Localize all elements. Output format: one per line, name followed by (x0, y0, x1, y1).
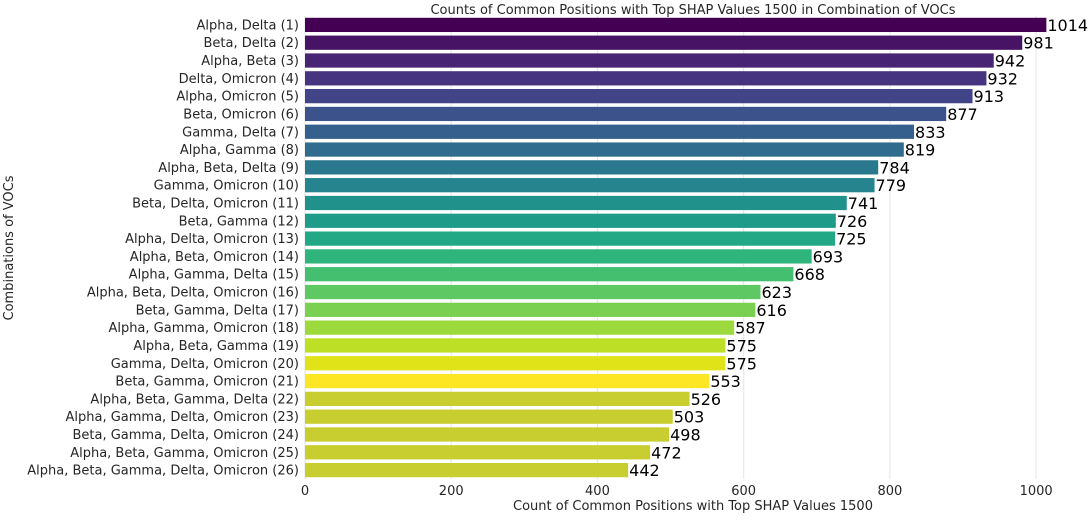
category-labels: Alpha, Delta (1) Beta, Delta (2) Alpha, Be… (27, 18, 299, 478)
bar (305, 356, 726, 371)
x-tick-label: 600 (731, 484, 756, 499)
bar (305, 213, 836, 228)
bar (305, 53, 994, 68)
bar (305, 71, 987, 86)
data-label: 726 (837, 212, 868, 231)
bar (305, 373, 710, 389)
x-tick-label: 1000 (1020, 484, 1053, 499)
category-label: Gamma, Delta (7) (182, 125, 299, 140)
category-label: Gamma, Omicron (10) (154, 179, 299, 194)
data-label: 942 (995, 52, 1026, 71)
data-label: 833 (915, 123, 946, 142)
data-label: 472 (651, 443, 682, 462)
bar (305, 17, 1047, 33)
bar (305, 106, 947, 122)
bar (305, 267, 794, 282)
data-label: 913 (974, 87, 1005, 106)
category-label: Beta, Gamma, Delta, Omicron (24) (72, 428, 299, 443)
data-label: 725 (836, 230, 867, 249)
data-label: 819 (905, 141, 936, 160)
data-label: 932 (987, 69, 1018, 88)
category-label: Alpha, Beta, Gamma, Delta, Omicron (26) (27, 464, 299, 479)
data-label: 498 (670, 425, 701, 444)
bar (305, 409, 673, 424)
data-label: 668 (794, 265, 825, 284)
data-label: 553 (710, 372, 741, 391)
category-label: Beta, Gamma, Omicron (21) (115, 375, 299, 390)
bar (305, 249, 812, 264)
data-label: 693 (813, 247, 844, 266)
category-label: Alpha, Gamma, Omicron (18) (108, 321, 299, 336)
category-label: Alpha, Gamma (8) (180, 143, 299, 158)
y-axis-label: Combinations of VOCs (2, 175, 17, 320)
bar-layer (305, 17, 1047, 478)
category-label: Alpha, Delta, Omicron (13) (125, 232, 299, 247)
bar (305, 195, 847, 211)
data-label: 1014 (1047, 16, 1088, 35)
category-label: Alpha, Beta, Gamma (19) (133, 339, 299, 354)
x-tick-label: 200 (439, 484, 464, 499)
bar (305, 160, 879, 175)
category-label: Delta, Omicron (4) (179, 72, 299, 87)
category-label: Alpha, Beta (3) (201, 54, 299, 69)
data-label: 526 (691, 390, 722, 409)
x-tick-label: 800 (877, 484, 902, 499)
bar (305, 124, 915, 139)
bar (305, 338, 726, 353)
data-label: 784 (879, 158, 910, 177)
x-axis-label: Count of Common Positions with Top SHAP … (513, 499, 873, 514)
bar (305, 89, 973, 104)
data-label: 503 (674, 408, 705, 427)
category-label: Alpha, Beta, Delta (9) (158, 161, 299, 176)
category-label: Alpha, Beta, Gamma, Omicron (25) (70, 446, 299, 461)
data-label: 575 (726, 336, 757, 355)
category-label: Alpha, Beta, Gamma, Delta (22) (90, 392, 299, 407)
bar (305, 391, 690, 406)
bar (305, 284, 761, 300)
data-label: 981 (1023, 34, 1054, 53)
category-label: Alpha, Beta, Delta, Omicron (16) (87, 286, 299, 301)
category-label: Alpha, Omicron (5) (176, 90, 299, 105)
data-labels: 1014981942932913877833819784779741726725… (629, 16, 1088, 480)
category-label: Gamma, Delta, Omicron (20) (111, 357, 299, 372)
chart-title: Counts of Common Positions with Top SHAP… (430, 3, 955, 18)
data-label: 741 (848, 194, 879, 213)
category-label: Beta, Omicron (6) (183, 107, 299, 122)
bar (305, 462, 629, 478)
category-label: Alpha, Beta, Omicron (14) (130, 250, 299, 265)
category-label: Beta, Gamma, Delta (17) (136, 303, 299, 318)
bar (305, 142, 904, 157)
category-label: Alpha, Gamma, Delta (15) (129, 268, 299, 283)
data-label: 877 (947, 105, 978, 124)
bar (305, 427, 670, 442)
bar (305, 231, 836, 246)
bar (305, 445, 651, 460)
category-label: Beta, Gamma (12) (179, 214, 299, 229)
data-label: 575 (726, 354, 757, 373)
category-label: Beta, Delta, Omicron (11) (132, 196, 299, 211)
data-label: 616 (756, 301, 787, 320)
bar (305, 302, 756, 317)
bar (305, 35, 1023, 50)
data-label: 779 (876, 176, 907, 195)
data-label: 587 (735, 319, 766, 338)
data-label: 623 (761, 283, 792, 302)
category-label: Alpha, Gamma, Delta, Omicron (23) (66, 410, 300, 425)
category-label: Alpha, Delta (1) (197, 18, 299, 33)
bar (305, 178, 875, 193)
x-tick-label: 400 (585, 484, 610, 499)
data-label: 442 (629, 461, 660, 480)
x-tick-labels: 0 200 400 600 800 1000 (301, 484, 1053, 499)
x-tick-label: 0 (301, 484, 309, 499)
bar (305, 320, 735, 335)
category-label: Beta, Delta (2) (204, 36, 299, 51)
